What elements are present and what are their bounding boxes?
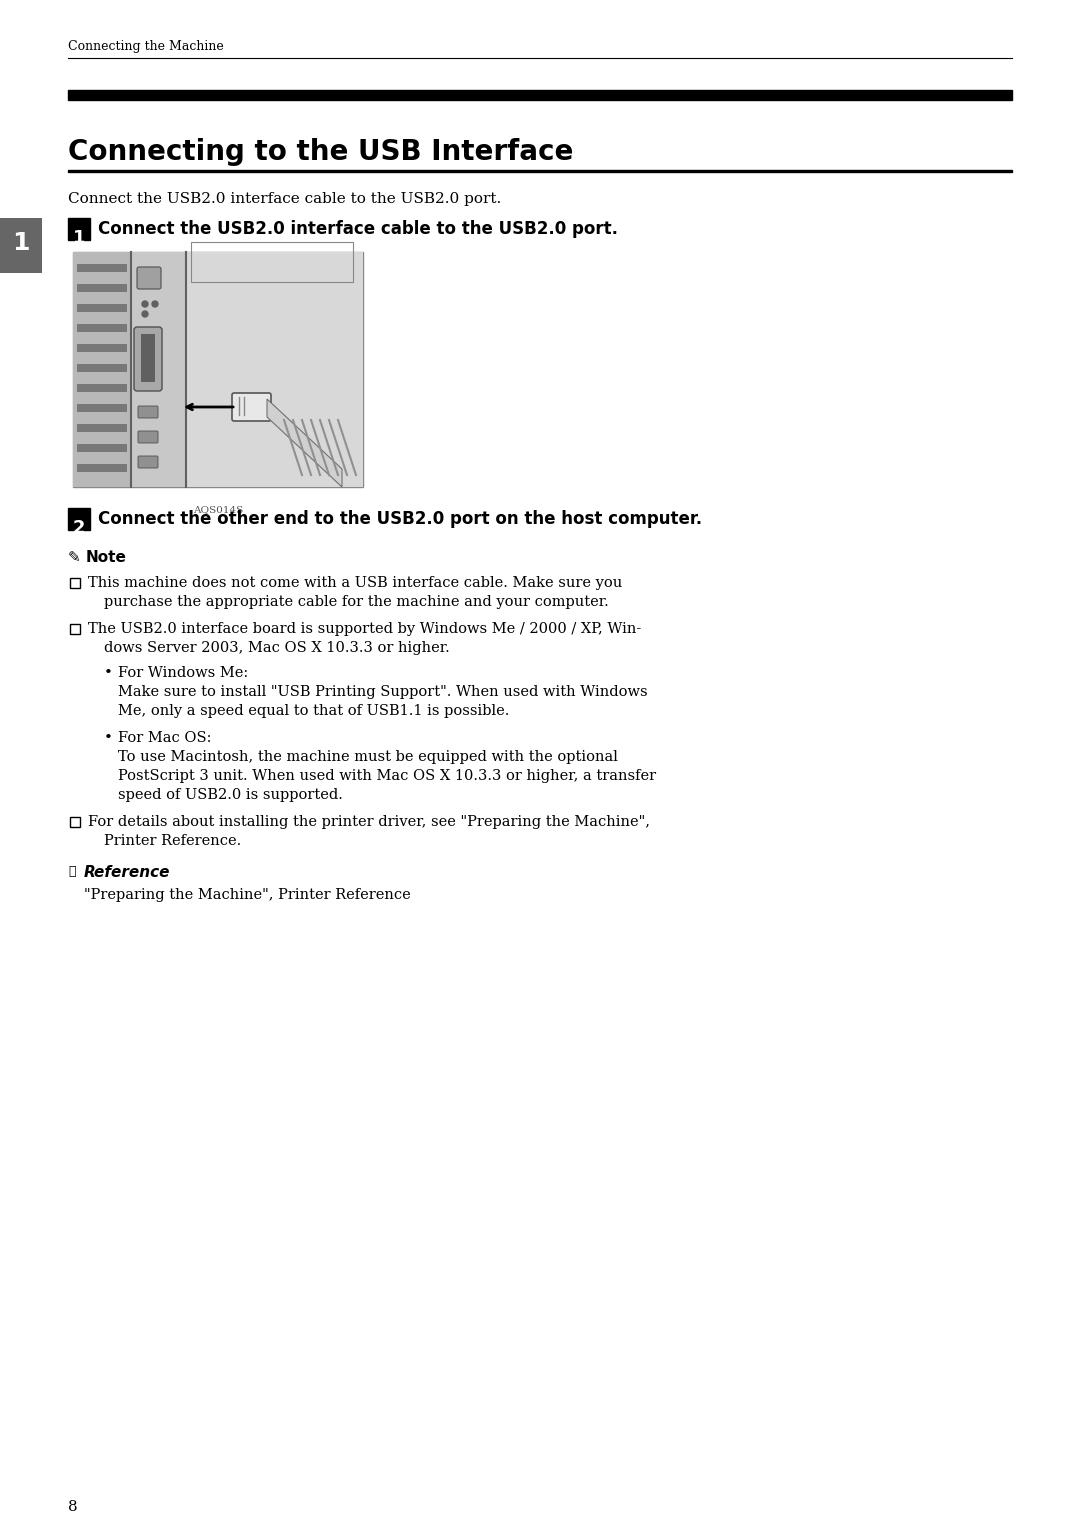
FancyBboxPatch shape [138, 406, 158, 418]
Bar [70, 624, 80, 633]
Text: 8: 8 [68, 1500, 78, 1514]
Text: The USB2.0 interface board is supported by Windows Me / 2000 / XP, Win-: The USB2.0 interface board is supported … [87, 623, 642, 636]
Text: Reference: Reference [84, 865, 171, 881]
Bar [131, 252, 186, 487]
Bar [68, 169, 1012, 172]
Text: Me, only a speed equal to that of USB1.1 is possible.: Me, only a speed equal to that of USB1.1… [118, 703, 510, 719]
Bar [68, 90, 1012, 101]
Text: Note: Note [86, 549, 126, 565]
Text: For Mac OS:: For Mac OS: [118, 731, 212, 745]
Text: Connect the other end to the USB2.0 port on the host computer.: Connect the other end to the USB2.0 port… [98, 510, 702, 528]
FancyBboxPatch shape [137, 267, 161, 288]
Text: AQS014S: AQS014S [193, 505, 243, 514]
Text: 🔑: 🔑 [68, 865, 76, 877]
Bar [77, 464, 127, 472]
Text: 2: 2 [72, 519, 85, 537]
Text: For Windows Me:: For Windows Me: [118, 665, 248, 681]
Text: purchase the appropriate cable for the machine and your computer.: purchase the appropriate cable for the m… [104, 595, 609, 609]
Bar [186, 252, 363, 487]
Text: dows Server 2003, Mac OS X 10.3.3 or higher.: dows Server 2003, Mac OS X 10.3.3 or hig… [104, 641, 449, 655]
Bar [77, 404, 127, 412]
Text: Connecting to the USB Interface: Connecting to the USB Interface [68, 137, 573, 166]
Text: Make sure to install "USB Printing Support". When used with Windows: Make sure to install "USB Printing Suppo… [118, 685, 648, 699]
Bar [77, 264, 127, 272]
Text: Printer Reference.: Printer Reference. [104, 835, 241, 848]
Bar [73, 252, 131, 487]
Bar [77, 385, 127, 392]
Bar [77, 424, 127, 432]
Bar [0, 218, 42, 273]
Text: "Preparing the Machine", Printer Reference: "Preparing the Machine", Printer Referen… [84, 888, 410, 902]
FancyBboxPatch shape [138, 430, 158, 443]
Text: 1: 1 [12, 232, 30, 255]
Circle shape [141, 301, 148, 307]
Bar [70, 816, 80, 827]
Bar [77, 284, 127, 291]
Bar [77, 343, 127, 353]
Polygon shape [267, 398, 342, 487]
FancyBboxPatch shape [138, 456, 158, 468]
Text: Connecting the Machine: Connecting the Machine [68, 40, 224, 53]
Text: 1: 1 [72, 229, 85, 247]
Bar [68, 218, 90, 240]
Bar [73, 252, 363, 487]
Bar [77, 324, 127, 333]
Bar [77, 444, 127, 452]
Bar [68, 508, 90, 530]
Circle shape [141, 311, 148, 317]
Text: speed of USB2.0 is supported.: speed of USB2.0 is supported. [118, 787, 342, 803]
Bar [77, 365, 127, 372]
Text: •: • [104, 665, 113, 681]
Text: PostScript 3 unit. When used with Mac OS X 10.3.3 or higher, a transfer: PostScript 3 unit. When used with Mac OS… [118, 769, 657, 783]
Text: Connect the USB2.0 interface cable to the USB2.0 port.: Connect the USB2.0 interface cable to th… [98, 220, 618, 238]
Bar [70, 578, 80, 588]
Text: This machine does not come with a USB interface cable. Make sure you: This machine does not come with a USB in… [87, 575, 622, 591]
Text: •: • [104, 731, 113, 745]
Circle shape [152, 301, 158, 307]
FancyBboxPatch shape [232, 394, 271, 421]
FancyBboxPatch shape [134, 327, 162, 391]
Text: To use Macintosh, the machine must be equipped with the optional: To use Macintosh, the machine must be eq… [118, 749, 618, 765]
Bar [141, 334, 156, 382]
Bar [77, 304, 127, 311]
Text: For details about installing the printer driver, see "Preparing the Machine",: For details about installing the printer… [87, 815, 650, 829]
Text: ✎: ✎ [68, 549, 81, 565]
Text: Connect the USB2.0 interface cable to the USB2.0 port.: Connect the USB2.0 interface cable to th… [68, 192, 501, 206]
Bar [191, 243, 353, 282]
